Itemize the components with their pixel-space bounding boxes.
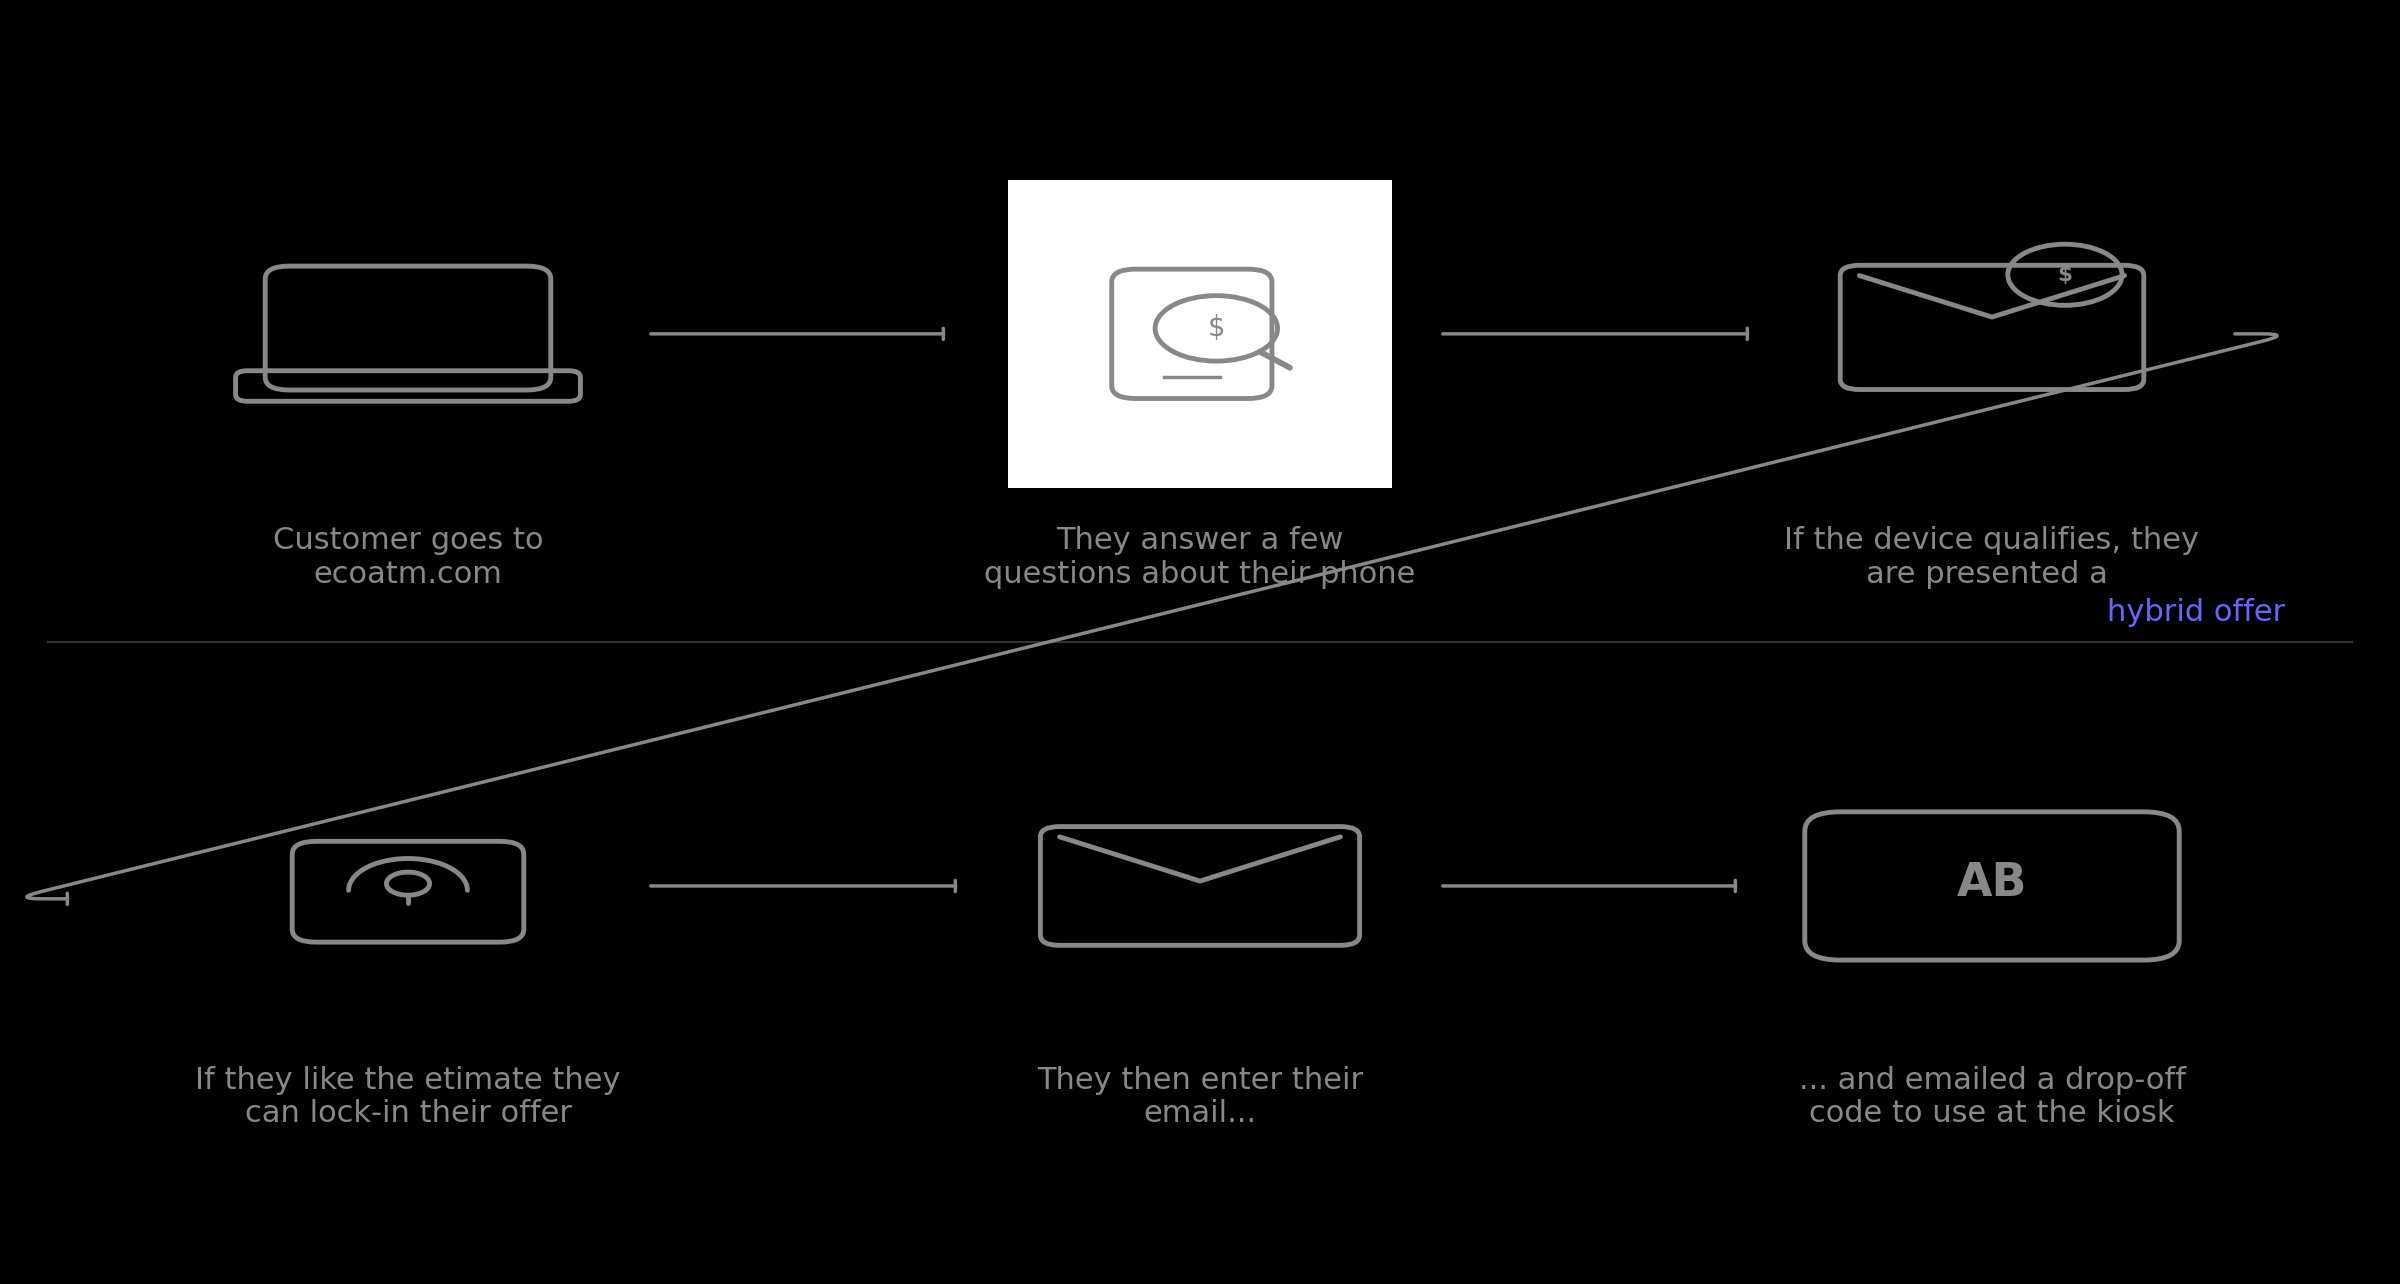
Text: ... and emailed a drop-off
code to use at the kiosk: ... and emailed a drop-off code to use a… [1798, 1066, 2186, 1129]
Text: If they like the etimate they
can lock-in their offer: If they like the etimate they can lock-i… [194, 1066, 622, 1129]
Text: $: $ [2057, 265, 2074, 285]
Text: Customer goes to
ecoatm.com: Customer goes to ecoatm.com [274, 526, 542, 589]
Text: If the device qualifies, they
are presented a: If the device qualifies, they are presen… [1786, 526, 2198, 589]
Text: $: $ [1207, 315, 1224, 343]
Text: AB: AB [1956, 862, 2028, 907]
Text: They then enter their
email...: They then enter their email... [1037, 1066, 1363, 1129]
Text: They answer a few
questions about their phone: They answer a few questions about their … [984, 526, 1416, 589]
Text: hybrid offer: hybrid offer [2107, 598, 2285, 628]
FancyBboxPatch shape [1008, 180, 1392, 488]
